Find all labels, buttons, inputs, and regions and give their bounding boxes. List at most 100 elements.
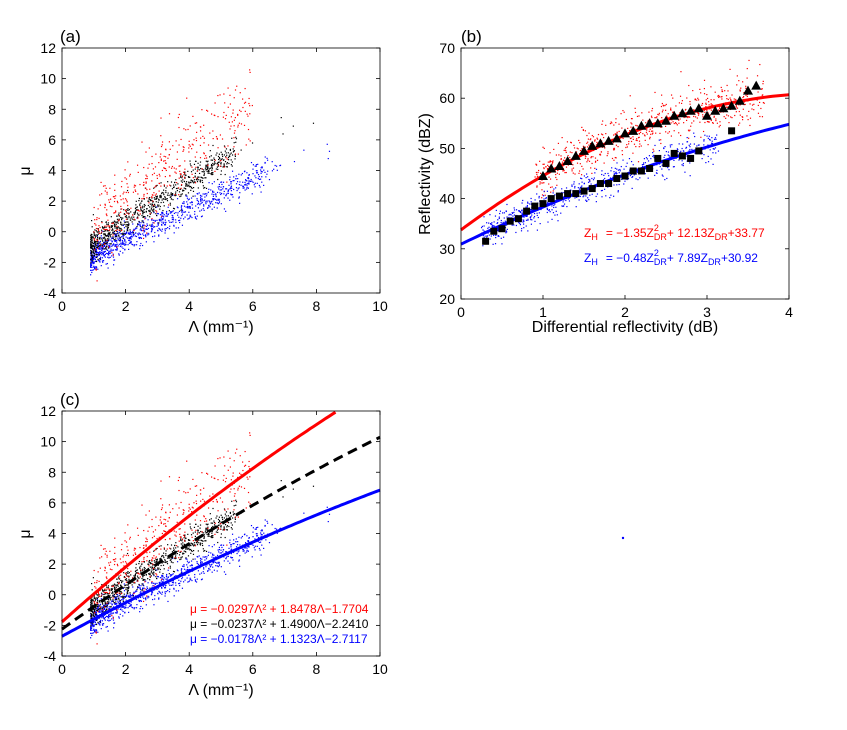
data-point [154, 220, 156, 222]
data-point [96, 235, 99, 237]
data-point [136, 209, 138, 211]
data-point [172, 580, 174, 582]
data-point [175, 168, 177, 170]
data-point [95, 260, 98, 263]
y-tick-label: 12 [40, 40, 56, 56]
data-point [731, 117, 733, 119]
data-point [140, 229, 143, 232]
data-point [151, 562, 153, 565]
data-point [590, 157, 592, 159]
data-point [664, 146, 666, 148]
data-point [168, 194, 170, 196]
data-point [97, 253, 100, 255]
data-point [143, 203, 145, 206]
eqn-red-sup: 2 [654, 223, 659, 233]
data-point [565, 151, 567, 154]
data-point [744, 103, 746, 106]
data-point [228, 184, 230, 186]
data-point [127, 233, 129, 235]
data-point [108, 606, 110, 608]
data-point [240, 537, 242, 539]
data-point [120, 579, 122, 582]
data-point [248, 174, 250, 176]
data-point [655, 117, 657, 119]
data-point [111, 618, 113, 620]
data-point [539, 172, 542, 174]
data-point [550, 191, 552, 193]
data-point [629, 175, 631, 177]
data-point [202, 208, 204, 210]
data-point [207, 207, 209, 209]
data-point [148, 210, 150, 212]
data-point [133, 591, 135, 593]
data-point [217, 155, 220, 158]
data-point [90, 235, 92, 237]
data-point [106, 606, 108, 608]
data-point [163, 194, 165, 196]
data-point [119, 608, 122, 611]
data-point [127, 584, 129, 586]
data-point [99, 619, 102, 621]
data-point [491, 224, 493, 226]
data-point [188, 198, 190, 200]
data-point [140, 228, 142, 230]
data-point [208, 170, 210, 172]
eqn-red-p1: = −1.35Z [606, 226, 654, 240]
data-point [102, 185, 105, 187]
data-point [105, 606, 107, 608]
data-point [203, 187, 205, 189]
data-point [635, 139, 637, 141]
data-point [131, 606, 133, 609]
data-point [221, 183, 223, 186]
data-point [155, 206, 157, 209]
data-point [126, 229, 128, 231]
data-point [150, 199, 152, 202]
data-point [613, 149, 615, 151]
data-point [186, 566, 189, 568]
data-point [190, 197, 193, 199]
triangle-marker [546, 163, 557, 173]
data-point [240, 123, 243, 125]
data-point [220, 192, 223, 195]
data-point [560, 158, 562, 161]
data-point [176, 561, 179, 563]
data-point [119, 195, 121, 197]
data-point [99, 232, 101, 235]
data-point [613, 184, 615, 186]
data-point [251, 193, 253, 195]
data-point [122, 615, 124, 617]
data-point [185, 184, 188, 186]
data-point [192, 177, 194, 179]
data-point [725, 95, 728, 97]
data-point [106, 249, 108, 251]
data-point [91, 622, 93, 624]
data-point [676, 148, 678, 150]
data-point [213, 556, 215, 559]
data-point [217, 203, 219, 205]
data-point [123, 607, 125, 609]
data-point [153, 212, 155, 214]
data-point [127, 204, 129, 207]
data-point [628, 140, 630, 143]
data-point [239, 544, 241, 546]
data-point [121, 592, 123, 594]
data-point [719, 121, 721, 123]
data-point [134, 210, 136, 213]
data-point [618, 123, 620, 125]
square-marker [580, 187, 588, 195]
data-point [578, 188, 581, 190]
data-point [102, 615, 104, 617]
data-point [486, 235, 488, 237]
data-point [537, 171, 539, 174]
data-point [196, 198, 198, 200]
data-point [630, 117, 633, 120]
data-point [162, 222, 164, 224]
panel-b-ylabel: Reflectivity (dBZ) [417, 113, 434, 235]
data-point [155, 153, 157, 155]
data-point [617, 169, 620, 171]
data-point [502, 221, 504, 223]
data-point [164, 168, 167, 170]
data-point [210, 565, 212, 568]
data-point [621, 154, 624, 156]
data-point [113, 586, 116, 589]
